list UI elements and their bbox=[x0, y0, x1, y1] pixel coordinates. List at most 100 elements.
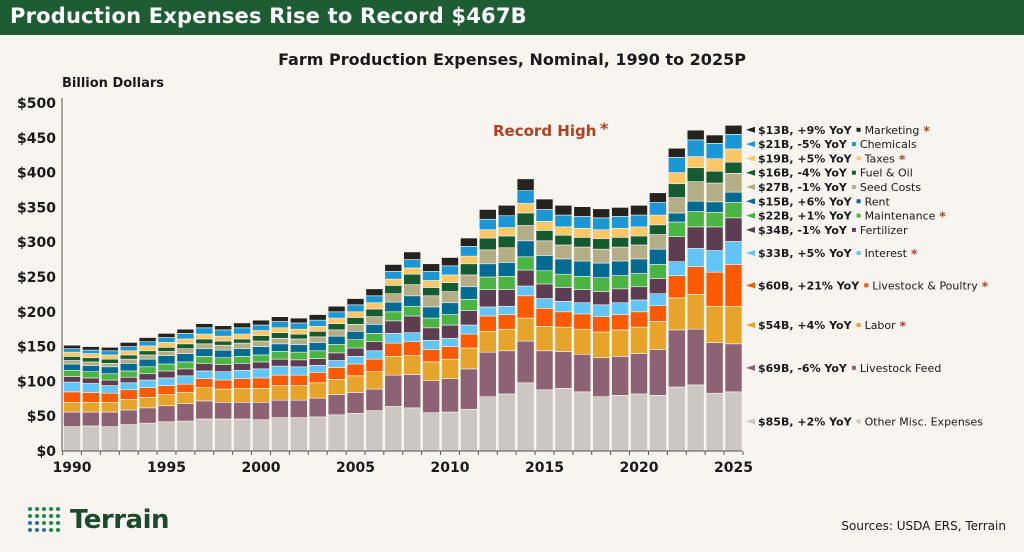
bar-segment-1999 bbox=[233, 322, 251, 329]
bar-segment-2017 bbox=[573, 302, 592, 315]
bar-segment-2018 bbox=[592, 291, 611, 306]
bar-segment-1992 bbox=[101, 373, 119, 381]
bar-segment-2000 bbox=[252, 361, 270, 370]
bar-segment-2000 bbox=[252, 419, 270, 452]
bar-segment-2013 bbox=[497, 235, 516, 249]
bar-segment-1995 bbox=[157, 394, 176, 407]
bar-segment-2004 bbox=[327, 317, 346, 324]
bar-segment-2023 bbox=[686, 139, 705, 157]
bar-segment-2001 bbox=[271, 374, 289, 386]
bar-segment-2015 bbox=[535, 240, 554, 256]
bar-segment-2007 bbox=[384, 342, 403, 357]
legend-series-name: Taxes bbox=[864, 152, 896, 165]
bar-segment-2012 bbox=[478, 209, 497, 220]
bar-segment-2002 bbox=[289, 344, 308, 353]
bar-segment-1990 bbox=[63, 391, 81, 403]
bar-segment-1991 bbox=[82, 349, 100, 354]
bar-segment-1991 bbox=[82, 357, 100, 363]
bar-segment-2003 bbox=[308, 358, 327, 366]
bar-segment-2012 bbox=[478, 330, 497, 353]
legend-value-label: $54B, +4% YoY bbox=[758, 319, 853, 332]
legend-value-label: $34B, -1% YoY bbox=[758, 224, 848, 237]
bar-segment-1996 bbox=[176, 328, 195, 334]
bar-segment-2013 bbox=[497, 289, 516, 307]
bar-segment-2010 bbox=[441, 282, 459, 292]
bar-segment-2021 bbox=[649, 224, 667, 235]
bar-segment-2005 bbox=[346, 330, 365, 340]
bar-segment-2007 bbox=[384, 374, 403, 407]
bar-segment-2020 bbox=[630, 299, 648, 313]
bar-segment-2000 bbox=[252, 401, 270, 420]
legend-swatch bbox=[851, 170, 856, 175]
legend-star: * bbox=[939, 210, 946, 224]
legend-series-name: Rent bbox=[865, 195, 891, 208]
bar-segment-2010 bbox=[441, 265, 459, 276]
bar-segment-2004 bbox=[327, 367, 346, 380]
bar-segment-2006 bbox=[365, 324, 384, 334]
legend-value-label: $33B, +5% YoY bbox=[758, 247, 853, 260]
bar-segment-1990 bbox=[63, 360, 81, 365]
bar-segment-2022 bbox=[667, 197, 686, 214]
bar-segment-2017 bbox=[573, 391, 592, 452]
legend-star: * bbox=[982, 279, 989, 293]
bar-segment-2024 bbox=[705, 226, 724, 251]
bar-segment-2012 bbox=[478, 229, 497, 239]
legend-swatch bbox=[856, 156, 861, 161]
x-tick-label: 1995 bbox=[147, 460, 186, 476]
bar-segment-2000 bbox=[252, 330, 270, 336]
bar-segment-2008 bbox=[403, 284, 422, 297]
legend-pointer-icon bbox=[746, 364, 755, 371]
bar-segment-2009 bbox=[422, 263, 440, 272]
bar-segment-2008 bbox=[403, 332, 422, 343]
bar-segment-2003 bbox=[308, 372, 327, 384]
bar-segment-2011 bbox=[460, 286, 478, 300]
bar-segment-1991 bbox=[82, 411, 100, 427]
bar-segment-2024 bbox=[705, 250, 724, 273]
bar-segment-2023 bbox=[686, 200, 705, 212]
bar-segment-2014 bbox=[516, 225, 535, 242]
bar-segment-2016 bbox=[554, 205, 573, 216]
bar-segment-2020 bbox=[630, 205, 648, 216]
bar-segment-1995 bbox=[157, 385, 176, 395]
bar-segment-2022 bbox=[667, 275, 686, 299]
legend-series-name: Labor bbox=[865, 319, 897, 332]
bar-segment-2006 bbox=[365, 341, 384, 352]
y-tick-label: $0 bbox=[37, 444, 57, 460]
bar-segment-1991 bbox=[82, 425, 100, 452]
bar-segment-2022 bbox=[667, 261, 686, 276]
bar-segment-2019 bbox=[611, 237, 629, 248]
bar-segment-1999 bbox=[233, 342, 251, 349]
bar-segment-2019 bbox=[611, 246, 629, 262]
bar-segment-2009 bbox=[422, 280, 440, 288]
legend-swatch bbox=[856, 419, 861, 424]
bar-segment-1995 bbox=[157, 405, 176, 423]
legend-star: * bbox=[911, 247, 918, 261]
bar-segment-2023 bbox=[686, 181, 705, 202]
bar-segment-2015 bbox=[535, 326, 554, 352]
legend-pointer-icon bbox=[746, 212, 755, 219]
bar-segment-2011 bbox=[460, 255, 478, 265]
legend-pointer-icon bbox=[746, 198, 755, 205]
bar-segment-1995 bbox=[157, 363, 176, 372]
bar-segment-2013 bbox=[497, 205, 516, 217]
bar-segment-1993 bbox=[119, 370, 138, 378]
bar-segment-2018 bbox=[592, 396, 611, 452]
bar-segment-2006 bbox=[365, 371, 384, 390]
bar-segment-1994 bbox=[138, 345, 157, 352]
bar-segment-2025 bbox=[724, 391, 743, 452]
bar-segment-2009 bbox=[422, 327, 440, 341]
bar-segment-2018 bbox=[592, 277, 611, 292]
bar-segment-2007 bbox=[384, 320, 403, 334]
bar-segment-2002 bbox=[289, 317, 308, 324]
bar-segment-2011 bbox=[460, 408, 478, 452]
bar-segment-1995 bbox=[157, 421, 176, 452]
bar-segment-2020 bbox=[630, 244, 648, 260]
bar-segment-2001 bbox=[271, 332, 289, 339]
legend-star: * bbox=[899, 152, 906, 166]
bar-segment-2014 bbox=[516, 269, 535, 287]
bar-segment-1990 bbox=[63, 344, 81, 349]
bar-segment-1994 bbox=[138, 354, 157, 360]
bar-segment-1997 bbox=[195, 370, 214, 379]
legend-pointer-icon bbox=[746, 226, 755, 233]
bar-segment-1990 bbox=[63, 411, 81, 427]
